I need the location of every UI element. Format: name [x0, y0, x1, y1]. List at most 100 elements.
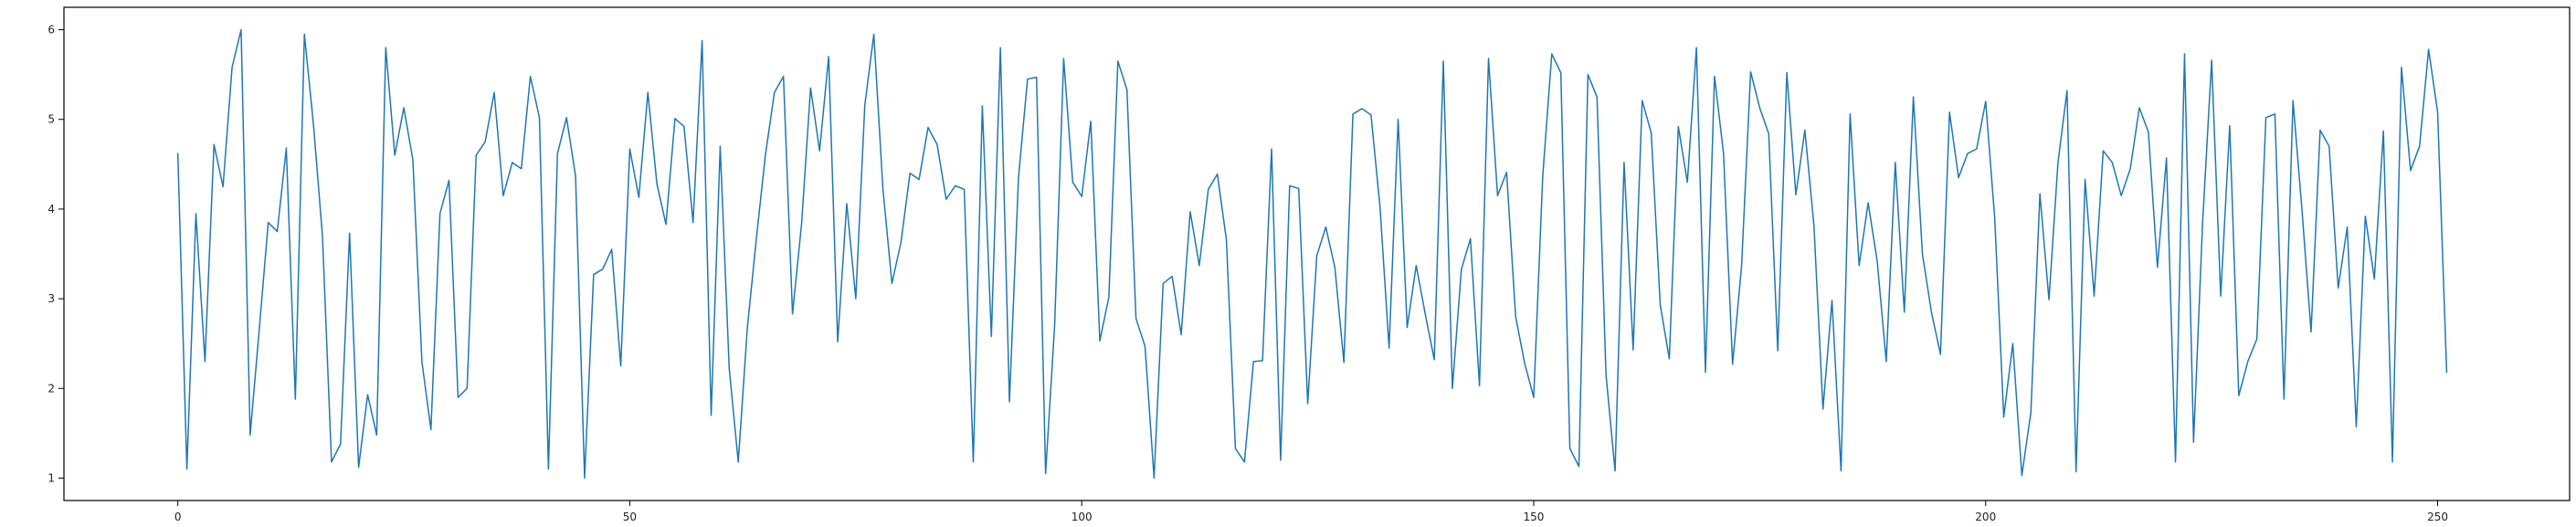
- data-point: [1686, 182, 1688, 184]
- data-point: [1958, 177, 1959, 179]
- data-point: [565, 117, 567, 119]
- data-point: [1063, 58, 1065, 59]
- y-tick-label: 1: [48, 471, 55, 484]
- data-point: [855, 298, 857, 300]
- data-point: [1171, 276, 1173, 278]
- data-point: [2256, 338, 2258, 340]
- data-point: [1895, 162, 1896, 163]
- data-point: [1596, 96, 1598, 98]
- data-point: [277, 231, 279, 233]
- data-point: [231, 67, 233, 69]
- data-point: [512, 162, 513, 163]
- data-point: [268, 222, 269, 224]
- data-point: [955, 185, 956, 187]
- data-point: [2201, 222, 2203, 224]
- data-point: [999, 47, 1001, 48]
- data-point: [1461, 269, 1462, 270]
- data-point: [1325, 227, 1327, 228]
- data-point: [259, 330, 260, 332]
- data-point: [2193, 441, 2195, 443]
- data-point: [312, 123, 314, 125]
- data-point: [403, 107, 405, 109]
- data-point: [783, 76, 785, 78]
- y-tick-label: 4: [48, 203, 55, 216]
- data-point: [1497, 195, 1499, 196]
- data-point: [1036, 77, 1038, 79]
- data-point: [1976, 148, 1978, 150]
- data-point: [927, 127, 929, 129]
- data-point: [2012, 343, 2014, 344]
- data-point: [1841, 470, 1842, 472]
- data-point: [2419, 145, 2421, 147]
- data-point: [548, 469, 550, 470]
- data-point: [1939, 353, 1941, 355]
- data-point: [367, 394, 369, 395]
- data-point: [376, 435, 378, 437]
- data-point: [2048, 299, 2050, 300]
- data-point: [449, 180, 450, 182]
- data-point: [1858, 265, 1860, 267]
- data-point: [1651, 132, 1652, 134]
- data-point: [1226, 238, 1228, 240]
- data-point: [882, 188, 884, 190]
- data-point: [2292, 100, 2294, 101]
- data-point: [1252, 361, 1254, 363]
- data-point: [1126, 90, 1128, 91]
- data-point: [1370, 114, 1372, 116]
- data-point: [1145, 345, 1146, 347]
- data-point: [2129, 168, 2131, 170]
- data-point: [2428, 48, 2430, 50]
- data-point: [1307, 403, 1309, 405]
- data-point: [177, 153, 179, 154]
- data-point: [213, 143, 215, 145]
- data-point: [2003, 416, 2005, 418]
- data-point: [1271, 148, 1272, 150]
- data-point: [765, 154, 766, 156]
- data-point: [1135, 318, 1137, 320]
- data-point: [467, 387, 469, 389]
- data-point: [2382, 131, 2384, 132]
- data-point: [1786, 72, 1788, 74]
- data-point: [1632, 349, 1634, 351]
- data-point: [2094, 295, 2096, 297]
- data-point: [964, 189, 966, 191]
- data-point: [1081, 195, 1082, 197]
- data-point: [792, 313, 794, 315]
- data-point: [1578, 466, 1580, 468]
- data-point: [1804, 130, 1806, 132]
- x-tick-label: 150: [1524, 511, 1545, 523]
- data-point: [2247, 361, 2249, 363]
- data-point: [2039, 193, 2041, 195]
- data-point: [711, 415, 713, 416]
- data-point: [1542, 175, 1544, 177]
- data-point: [1822, 408, 1824, 410]
- data-point: [1180, 334, 1182, 336]
- data-point: [1334, 267, 1336, 269]
- data-point: [2229, 125, 2231, 127]
- data-point: [2220, 295, 2222, 297]
- data-point: [611, 248, 613, 250]
- data-point: [864, 104, 866, 106]
- data-point: [1027, 79, 1029, 80]
- data-point: [1189, 211, 1191, 213]
- data-point: [1407, 327, 1409, 329]
- y-tick-label: 5: [48, 113, 55, 126]
- axes-group: 0 50 100 150 200 250 1 2 3 4 5 6: [48, 6, 2571, 523]
- data-point: [286, 147, 288, 149]
- data-point: [729, 368, 731, 370]
- data-point: [1904, 311, 1906, 313]
- data-point: [892, 283, 893, 285]
- x-tick-label: 0: [174, 511, 182, 523]
- data-point: [1045, 473, 1047, 475]
- data-point: [1262, 360, 1263, 362]
- data-point: [901, 241, 903, 243]
- data-point: [665, 224, 667, 226]
- data-point: [1072, 182, 1074, 184]
- data-point: [1832, 300, 1833, 301]
- data-point: [2319, 130, 2321, 132]
- data-point: [918, 179, 920, 181]
- data-point: [846, 203, 848, 205]
- data-point: [1235, 448, 1237, 449]
- data-point: [2138, 107, 2140, 109]
